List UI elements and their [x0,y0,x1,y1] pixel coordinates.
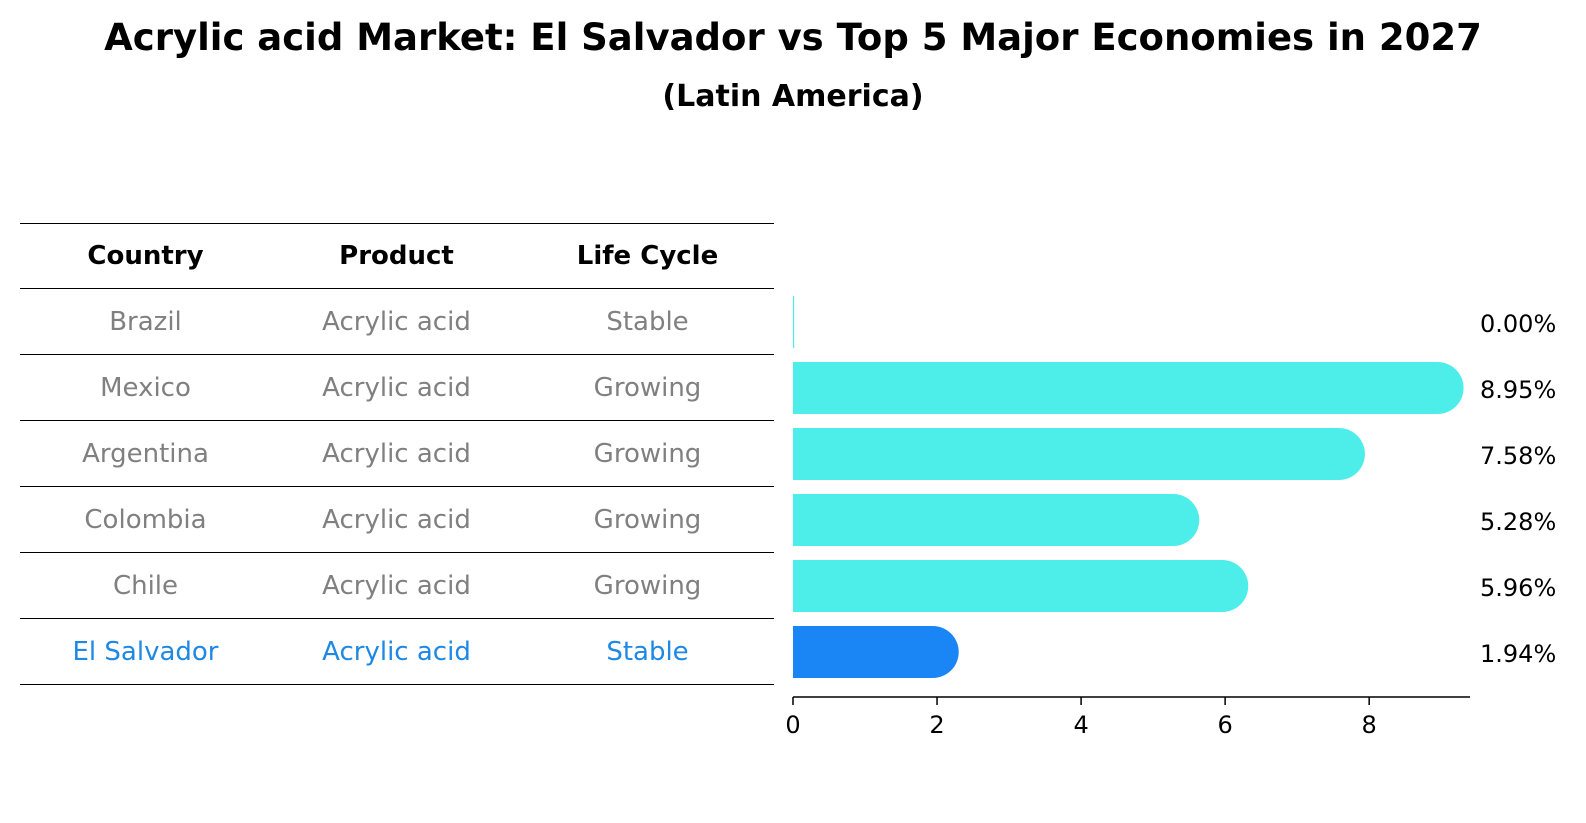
bar-argentina [793,428,1365,480]
x-tick-label: 2 [929,711,944,739]
country-cell: El Salvador [72,636,219,667]
table-row: Mexico Acrylic acid Growing [20,355,774,421]
x-tick-label: 8 [1362,711,1377,739]
country-cell: Colombia [84,504,207,535]
bar-colombia [793,494,1200,546]
bar-el-salvador [793,626,959,678]
life-cycle-cell: Stable [606,306,689,337]
bar-chile [793,560,1249,612]
product-cell: Acrylic acid [322,570,471,601]
chart-title: Acrylic acid Market: El Salvador vs Top … [104,16,1482,59]
life-cycle-cell: Growing [593,438,702,469]
data-table: Country Product Life Cycle Brazil Acryli… [20,223,774,685]
value-label-argentina: 7.58% [1480,442,1556,470]
product-cell: Acrylic acid [322,372,471,403]
table-header-row: Country Product Life Cycle [20,223,774,289]
x-tick-label: 0 [785,711,800,739]
product-cell: Acrylic acid [322,636,471,667]
table-row: Brazil Acrylic acid Stable [20,289,774,355]
product-cell: Acrylic acid [322,438,471,469]
table-row: Colombia Acrylic acid Growing [20,487,774,553]
life-cycle-cell: Stable [606,636,689,667]
x-tick-label: 4 [1073,711,1088,739]
value-label-colombia: 5.28% [1480,508,1556,536]
country-cell: Argentina [82,438,209,469]
table-row: Chile Acrylic acid Growing [20,553,774,619]
country-cell: Mexico [100,372,191,403]
x-tick-label: 6 [1217,711,1232,739]
table-row: Argentina Acrylic acid Growing [20,421,774,487]
product-cell: Acrylic acid [322,306,471,337]
value-label-el-salvador: 1.94% [1480,640,1556,668]
bar-mexico [793,362,1464,414]
value-label-chile: 5.96% [1480,574,1556,602]
country-cell: Brazil [109,306,182,337]
table-row-highlight: El Salvador Acrylic acid Stable [20,619,774,685]
country-cell: Chile [112,570,179,601]
life-cycle-cell: Growing [593,372,702,403]
header-country: Country [87,241,204,271]
product-cell: Acrylic acid [322,504,471,535]
header-life-cycle: Life Cycle [576,241,719,271]
chart-subtitle: (Latin America) [662,79,924,114]
value-label-mexico: 8.95% [1480,376,1556,404]
header-product: Product [339,241,454,271]
life-cycle-cell: Growing [593,570,702,601]
life-cycle-cell: Growing [593,504,702,535]
value-label-brazil: 0.00% [1480,310,1556,338]
bar-brazil [793,296,795,348]
